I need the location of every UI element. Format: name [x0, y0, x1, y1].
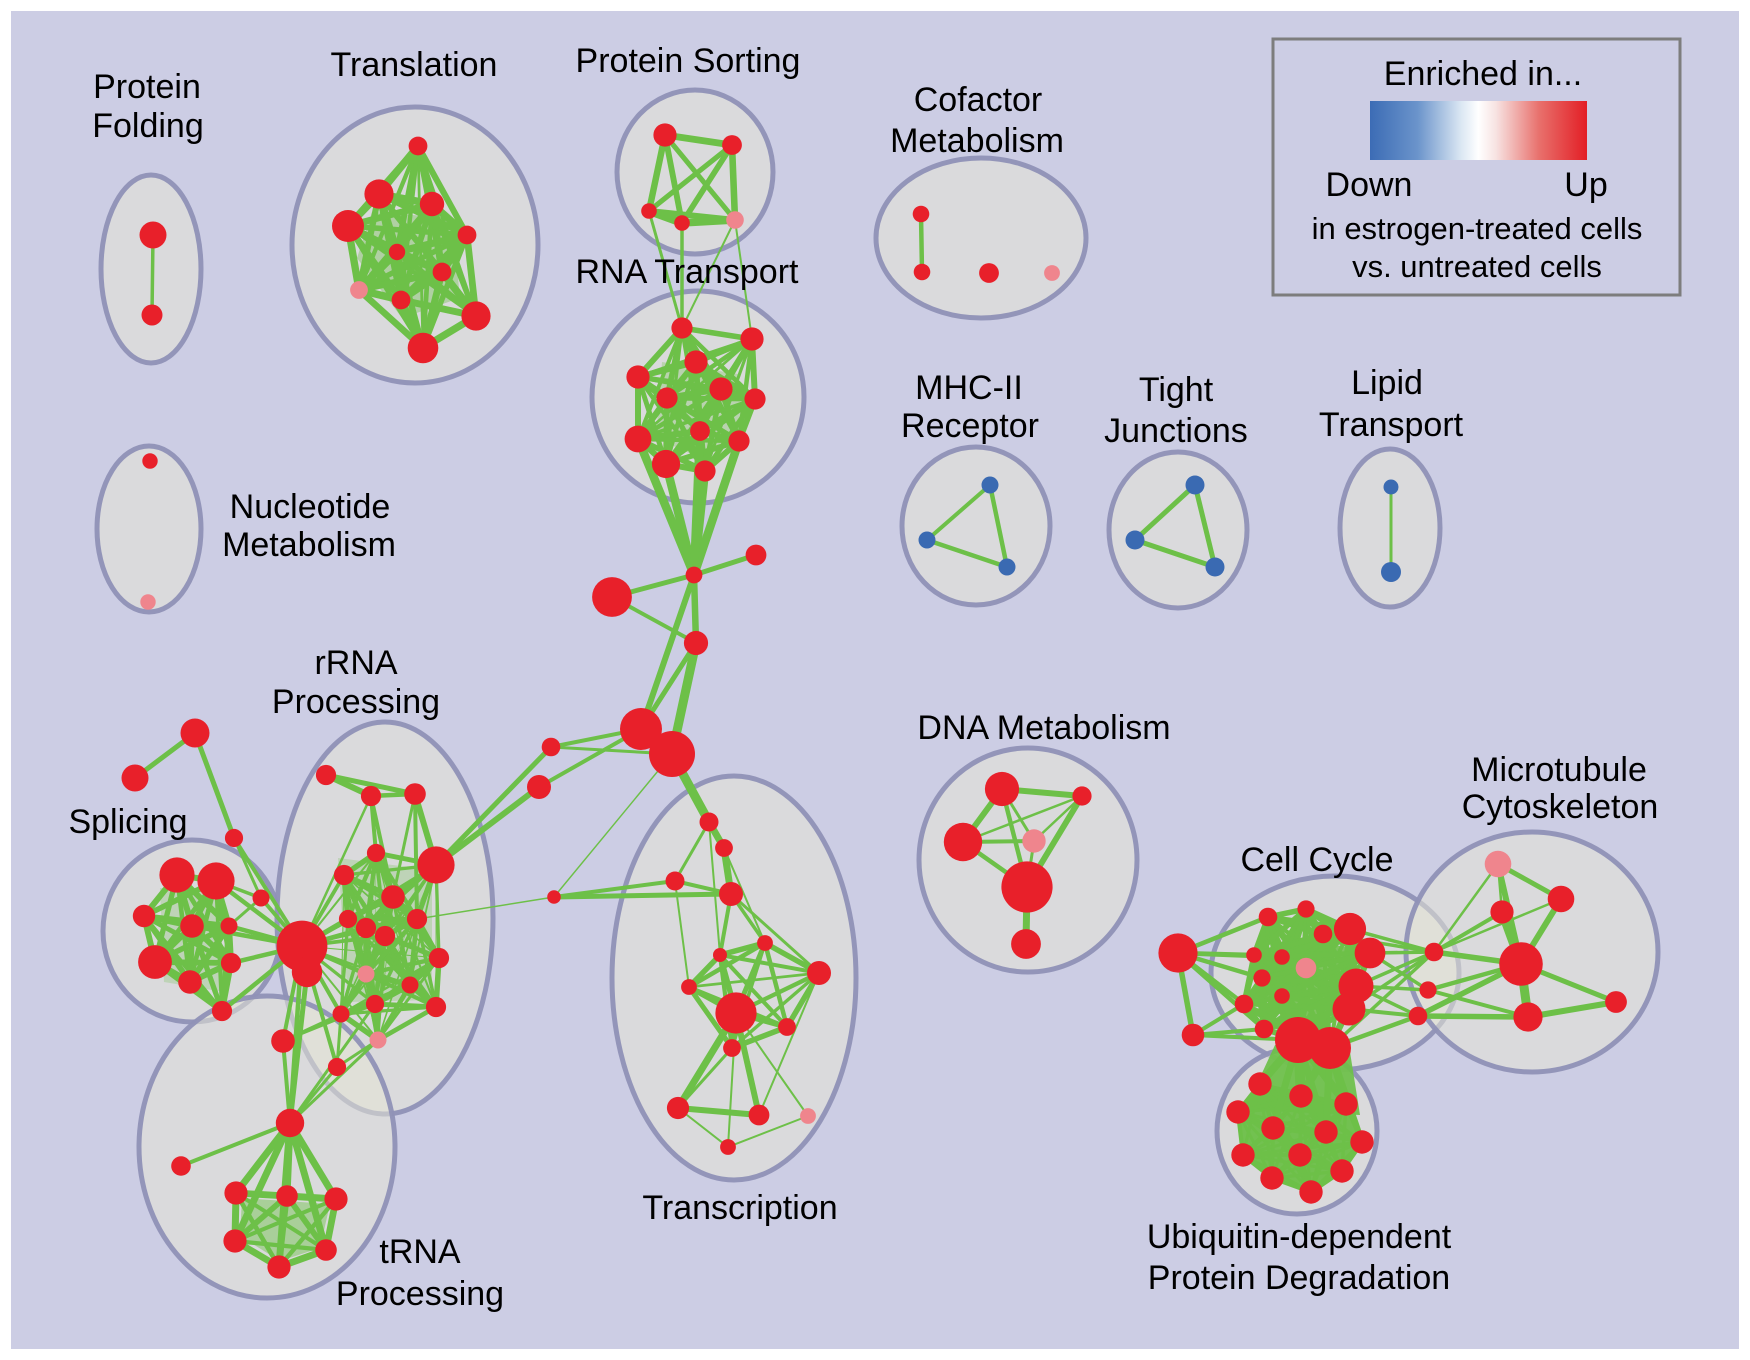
svg-text:Translation: Translation — [331, 46, 498, 84]
svg-text:Protein: Protein — [93, 68, 201, 106]
svg-text:Processing: Processing — [336, 1275, 504, 1313]
svg-text:Cell Cycle: Cell Cycle — [1240, 841, 1393, 879]
svg-text:Metabolism: Metabolism — [222, 526, 396, 564]
svg-text:Folding: Folding — [92, 107, 204, 145]
svg-text:Lipid: Lipid — [1351, 364, 1423, 402]
svg-text:Transport: Transport — [1319, 406, 1464, 444]
svg-text:Protein Degradation: Protein Degradation — [1148, 1259, 1450, 1297]
svg-text:DNA Metabolism: DNA Metabolism — [917, 709, 1170, 747]
svg-text:Nucleotide: Nucleotide — [230, 488, 391, 526]
svg-text:Processing: Processing — [272, 683, 440, 721]
svg-text:Down: Down — [1326, 166, 1413, 204]
svg-text:Microtubule: Microtubule — [1471, 751, 1647, 789]
svg-text:Cofactor: Cofactor — [914, 81, 1043, 119]
svg-text:in estrogen-treated cells: in estrogen-treated cells — [1312, 211, 1643, 246]
svg-text:vs. untreated cells: vs. untreated cells — [1352, 249, 1602, 284]
svg-text:Cytoskeleton: Cytoskeleton — [1462, 788, 1659, 826]
svg-text:Up: Up — [1564, 166, 1607, 204]
svg-text:Enriched in...: Enriched in... — [1384, 55, 1582, 93]
svg-text:RNA Transport: RNA Transport — [576, 253, 800, 291]
svg-text:Protein Sorting: Protein Sorting — [576, 42, 801, 80]
svg-text:Junctions: Junctions — [1104, 412, 1248, 450]
svg-text:Ubiquitin-dependent: Ubiquitin-dependent — [1147, 1218, 1452, 1256]
svg-text:Tight: Tight — [1139, 371, 1214, 409]
svg-text:Transcription: Transcription — [642, 1189, 837, 1227]
svg-text:Metabolism: Metabolism — [890, 122, 1064, 160]
svg-text:tRNA: tRNA — [379, 1233, 461, 1271]
svg-text:Splicing: Splicing — [68, 803, 187, 841]
svg-text:rRNA: rRNA — [314, 644, 397, 682]
svg-text:MHC-II: MHC-II — [915, 369, 1023, 407]
svg-text:Receptor: Receptor — [901, 407, 1039, 445]
